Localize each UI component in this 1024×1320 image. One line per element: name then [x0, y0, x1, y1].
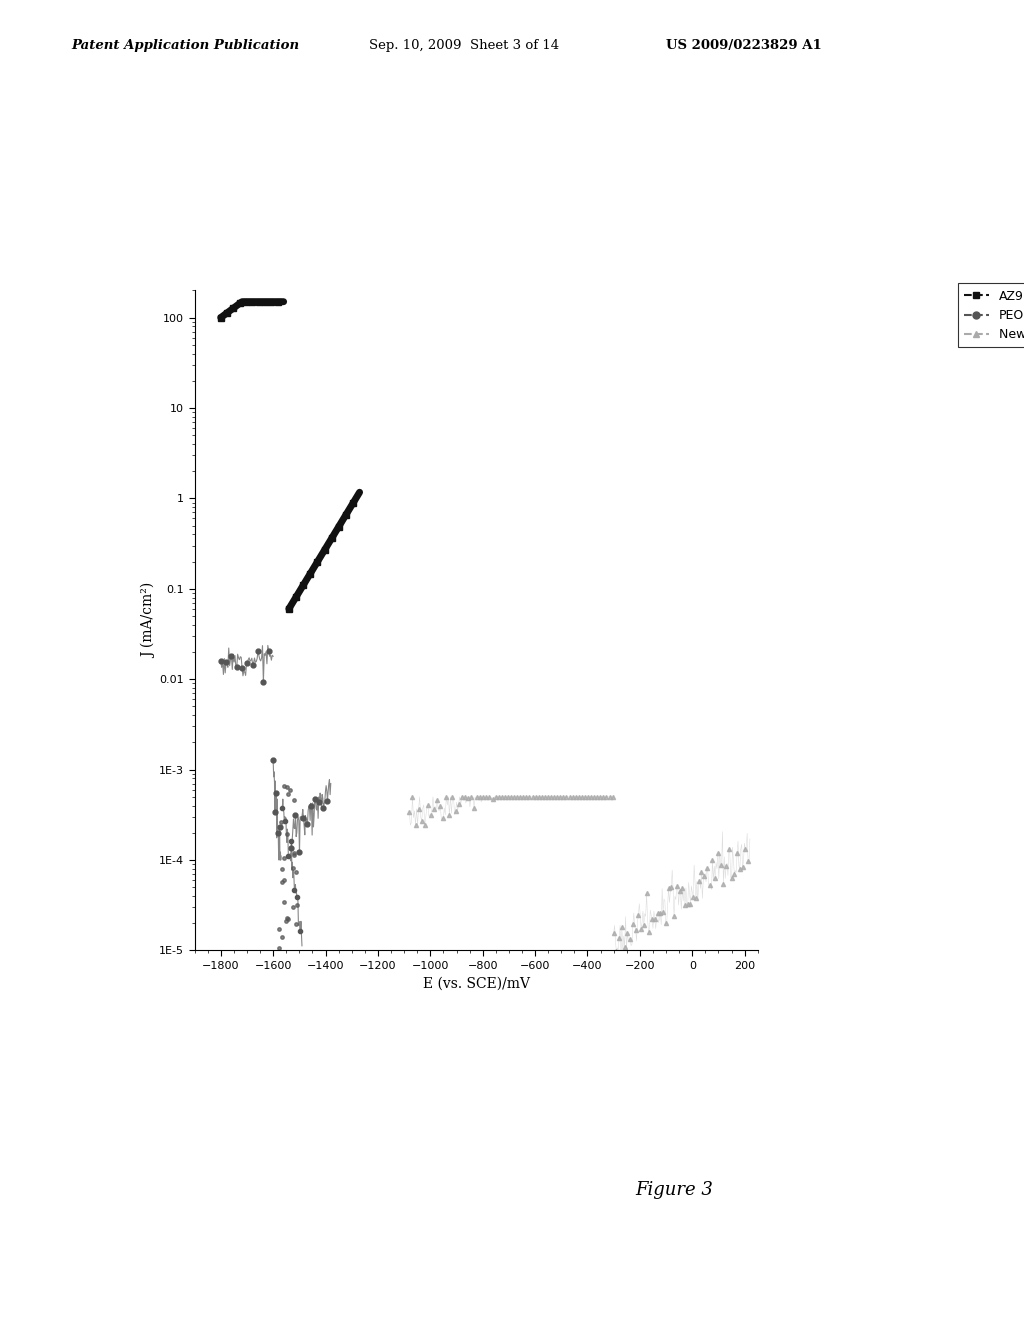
Y-axis label: J (mA/cm²): J (mA/cm²): [142, 582, 157, 659]
Text: US 2009/0223829 A1: US 2009/0223829 A1: [666, 38, 821, 51]
Text: Sep. 10, 2009  Sheet 3 of 14: Sep. 10, 2009 Sheet 3 of 14: [369, 38, 559, 51]
Legend: AZ91, PEO, New Ni-P: AZ91, PEO, New Ni-P: [957, 284, 1024, 347]
X-axis label: E (vs. SCE)/mV: E (vs. SCE)/mV: [423, 977, 529, 990]
Text: Figure 3: Figure 3: [635, 1180, 713, 1199]
Text: Patent Application Publication: Patent Application Publication: [72, 38, 300, 51]
